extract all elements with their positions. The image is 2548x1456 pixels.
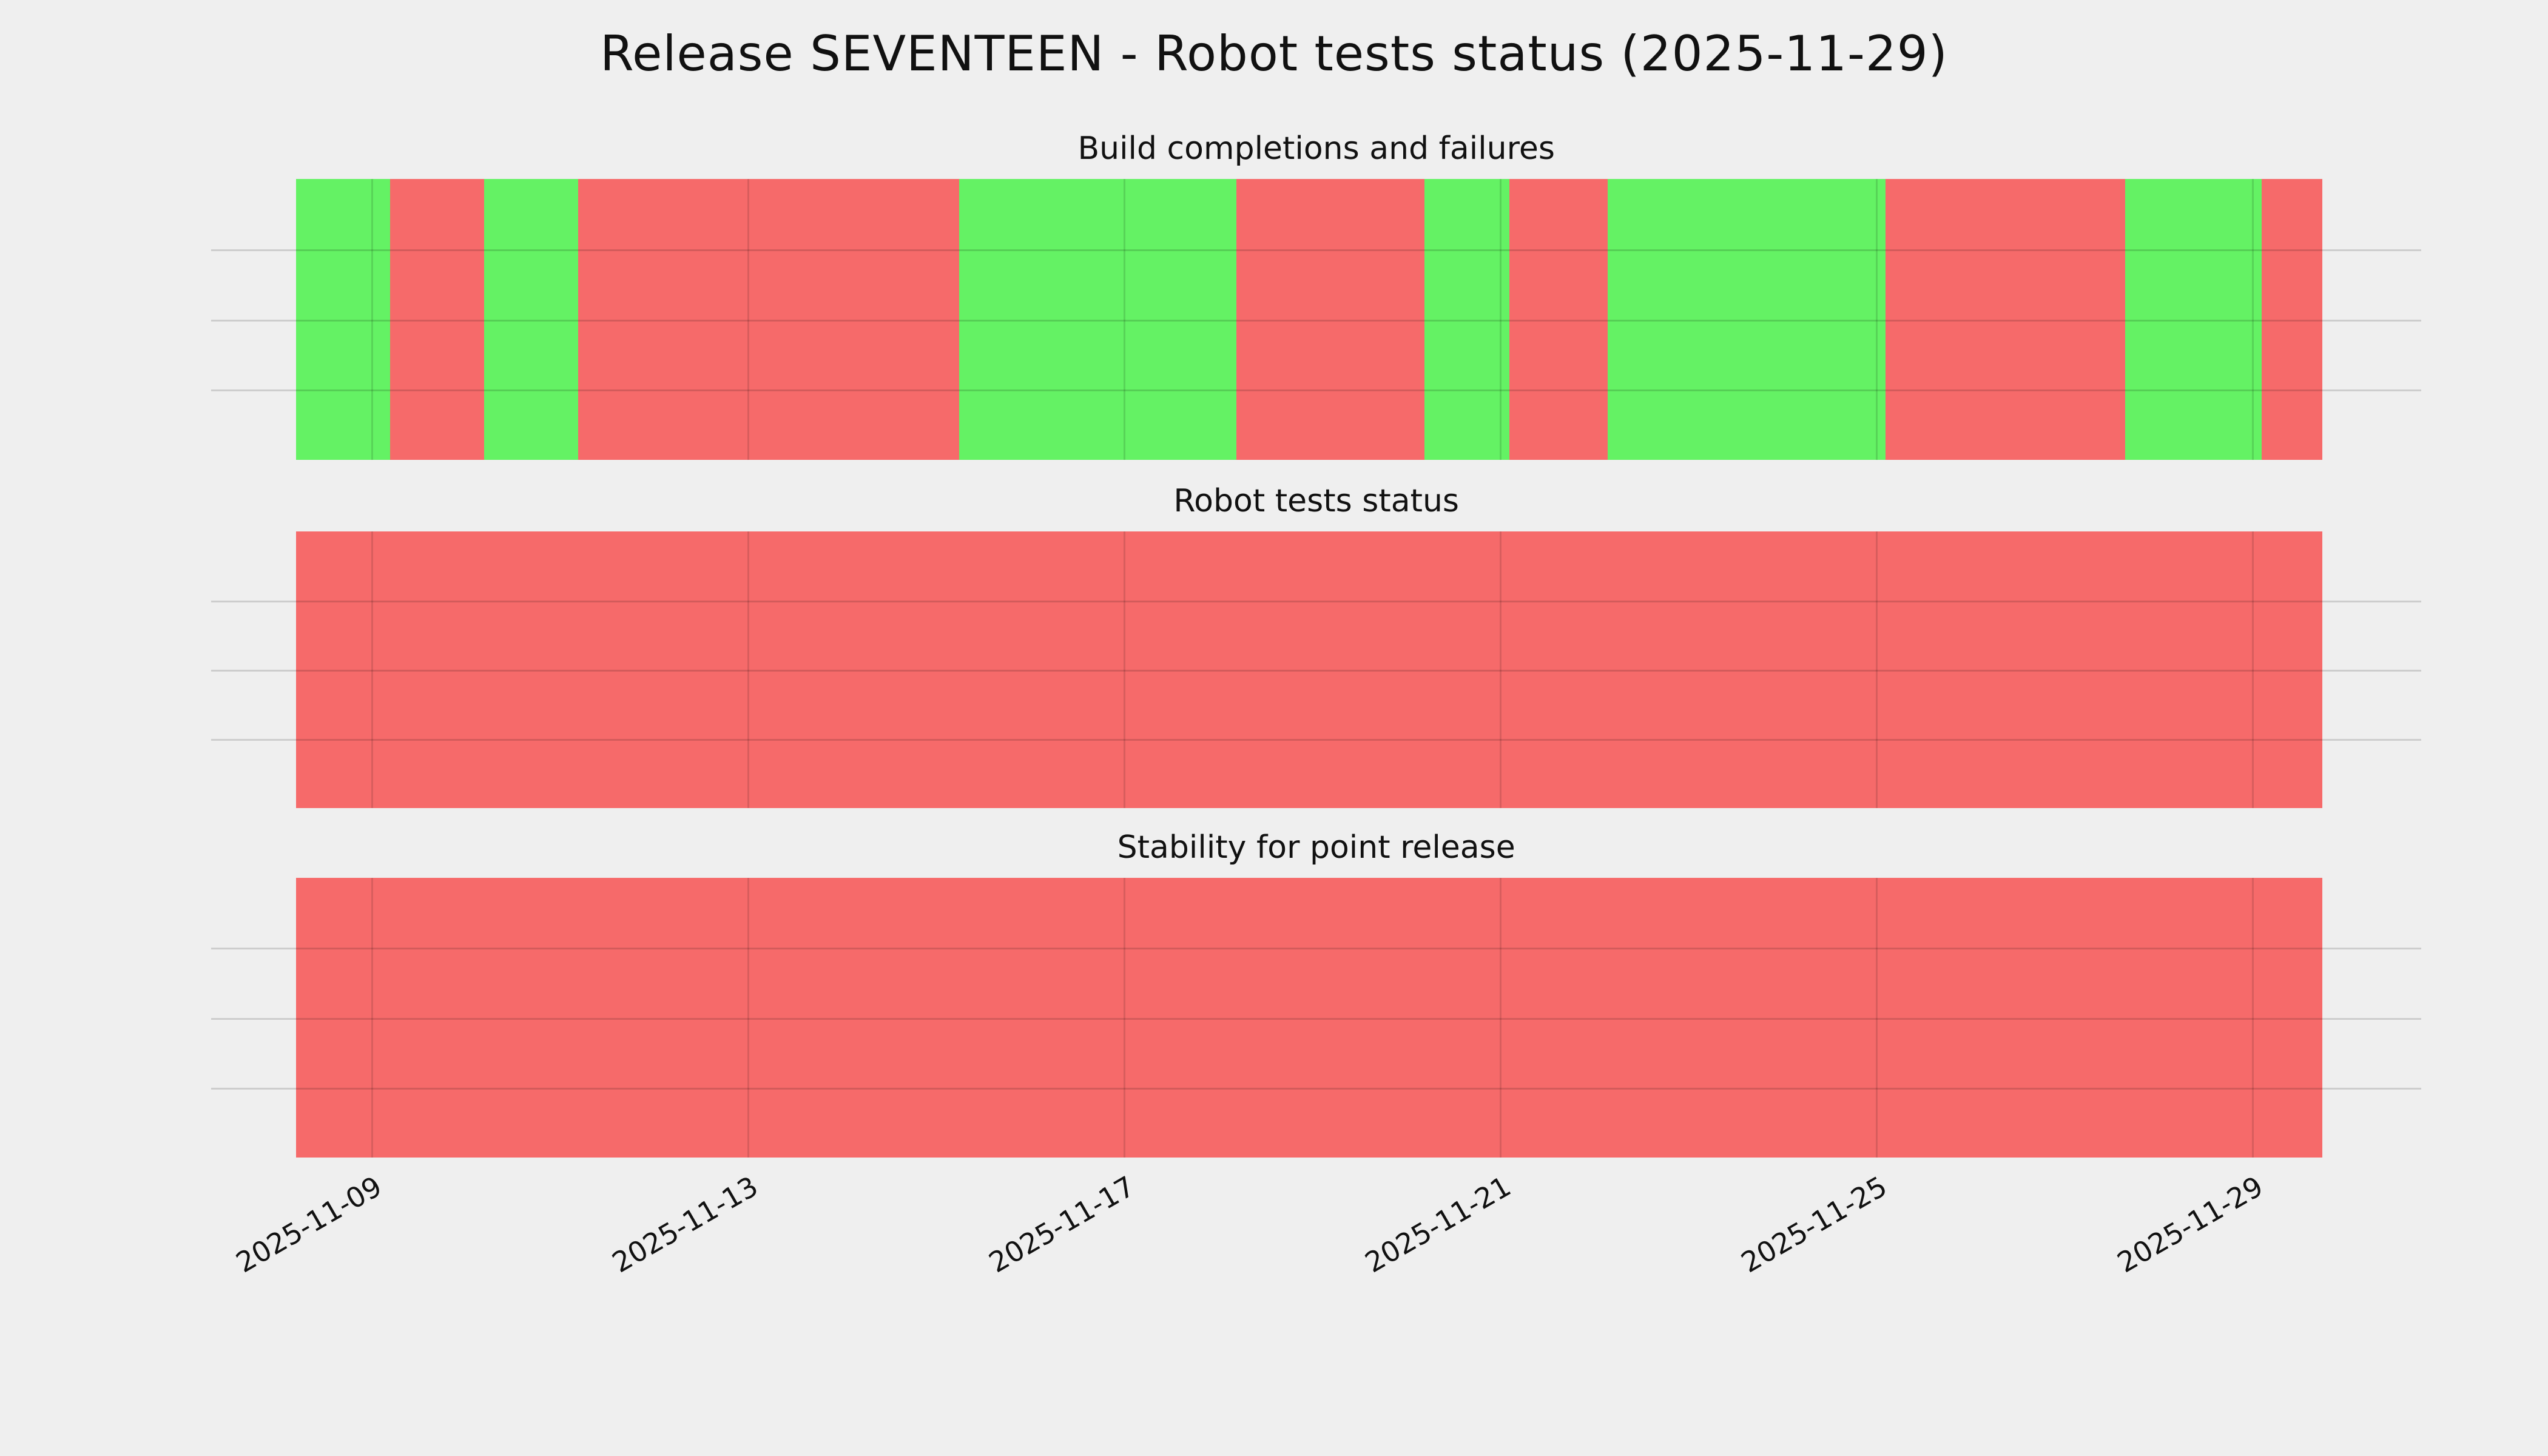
v-gridline <box>747 179 749 460</box>
panel-title: Robot tests status <box>1173 483 1460 519</box>
h-gridline <box>211 1017 2422 1020</box>
panel-plot-area <box>211 179 2422 460</box>
status-segment-fail <box>389 179 484 460</box>
panel-title: Stability for point release <box>1117 829 1515 866</box>
h-gridline <box>211 670 2422 672</box>
v-gridline <box>2252 531 2254 808</box>
h-gridline <box>211 1087 2422 1090</box>
v-gridline <box>1123 531 1125 808</box>
v-gridline <box>371 179 373 460</box>
h-gridline <box>211 319 2422 322</box>
x-tick-labels: 2025-11-09 2025-11-13 2025-11-17 2025-11-21… <box>211 1170 2421 1364</box>
status-segment-pass <box>295 179 390 460</box>
panel-plot-area <box>211 878 2422 1158</box>
x-tick-label: 2025-11-17 <box>983 1170 1140 1279</box>
status-segment-fail <box>2261 179 2323 460</box>
status-segment-pass <box>1608 179 1886 460</box>
chart-panel-0: Build completions and failures <box>211 118 2422 460</box>
v-gridline <box>2252 179 2254 460</box>
status-segment-pass <box>484 179 578 460</box>
chart-panel-2: Stability for point release <box>211 817 2422 1158</box>
v-gridline <box>1123 179 1125 460</box>
panel-plot-area <box>211 531 2422 808</box>
x-tick-label: 2025-11-09 <box>231 1170 388 1279</box>
v-gridline <box>1876 531 1878 808</box>
v-gridline <box>747 878 749 1158</box>
status-segment-fail <box>295 531 2323 808</box>
status-segment-pass <box>959 179 1236 460</box>
v-gridline <box>1500 531 1502 808</box>
x-tick-label: 2025-11-25 <box>1735 1170 1893 1279</box>
status-segment-fail <box>1236 179 1424 460</box>
status-segment-fail <box>1885 179 2125 460</box>
h-gridline <box>211 389 2422 392</box>
x-tick-label: 2025-11-13 <box>607 1170 764 1279</box>
h-gridline <box>211 739 2422 741</box>
status-segment-fail <box>578 179 959 460</box>
v-gridline <box>1123 878 1125 1158</box>
v-gridline <box>1500 878 1502 1158</box>
status-segment-fail <box>295 878 2323 1158</box>
v-gridline <box>2252 878 2254 1158</box>
h-gridline <box>211 948 2422 950</box>
chart-panel-1: Robot tests status <box>211 471 2422 808</box>
v-gridline <box>1876 179 1878 460</box>
v-gridline <box>371 878 373 1158</box>
v-gridline <box>747 531 749 808</box>
status-segment-fail <box>1509 179 1608 460</box>
panel-title: Build completions and failures <box>1077 130 1555 167</box>
h-gridline <box>211 601 2422 602</box>
h-gridline <box>211 249 2422 251</box>
x-tick-label: 2025-11-21 <box>1359 1170 1516 1279</box>
v-gridline <box>371 531 373 808</box>
x-tick-label: 2025-11-29 <box>2111 1170 2269 1279</box>
v-gridline <box>1876 878 1878 1158</box>
status-segment-pass <box>1424 179 1509 460</box>
v-gridline <box>1500 179 1502 460</box>
chart-title: Release SEVENTEEN - Robot tests status (… <box>600 25 1948 82</box>
status-segment-pass <box>2125 179 2262 460</box>
